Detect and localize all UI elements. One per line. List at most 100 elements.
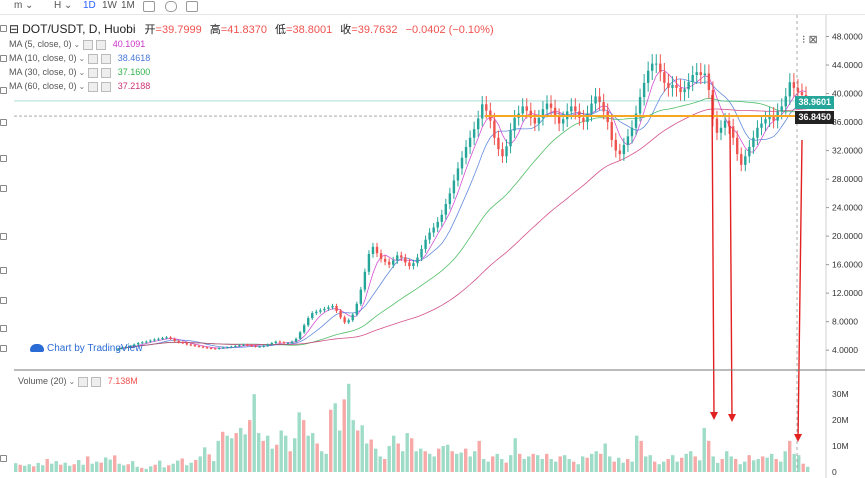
volume-bar (108, 459, 112, 472)
measure-tool-icon[interactable] (0, 297, 7, 304)
candle-body (468, 137, 472, 148)
collapse-icon[interactable]: ⊟ (9, 22, 20, 36)
volume-bar (450, 451, 454, 472)
volume-bar (369, 439, 373, 472)
y-tick-label: 20.0000 (832, 231, 863, 241)
y-tick-label: 8.0000 (832, 317, 858, 327)
candles (116, 54, 808, 351)
trendline-tool-icon[interactable] (0, 55, 7, 62)
volume-bar (302, 420, 306, 472)
ma30-legend[interactable]: MA (30, close, 0) ⌄ 37.1600 (9, 67, 151, 78)
eye-icon (88, 53, 99, 64)
volume-bar (594, 451, 598, 472)
magnet-tool-icon[interactable] (0, 345, 7, 352)
drawing-toolbar (0, 15, 7, 478)
candle-body (205, 347, 209, 349)
tradingview-watermark[interactable]: Chart by TradingView (30, 343, 142, 354)
candle-body (622, 144, 626, 155)
interval-week[interactable]: 1W (102, 0, 117, 11)
volume-bar (149, 466, 153, 472)
chart-legend: ⊟ DOT/USDT, D, Huobi 开=39.7999 高=41.8370… (9, 22, 499, 93)
candle-body (707, 73, 711, 90)
volume-bar (122, 465, 126, 472)
volume-bar (324, 453, 328, 472)
candle-body (533, 117, 537, 124)
ohlc-values: 开=39.7999 高=41.8370 低=38.8001 收=39.7632 … (144, 24, 494, 36)
volume-bar (54, 461, 58, 472)
candle-body (412, 263, 415, 267)
volume-bar (486, 461, 490, 472)
volume-bar (72, 464, 76, 472)
volume-bar (14, 463, 18, 472)
volume-bar (90, 463, 94, 472)
candle-body (141, 342, 144, 344)
scale-settings-icon[interactable]: ⁝ ⊠ (802, 34, 818, 46)
zoom-tool-icon[interactable] (0, 325, 7, 332)
interval-minutes[interactable]: m (14, 0, 23, 11)
screenshot-icon[interactable] (186, 1, 198, 12)
interval-day[interactable]: 1D (83, 0, 96, 11)
fib-tool-icon[interactable] (0, 87, 7, 94)
pattern-tool-icon[interactable] (0, 185, 7, 192)
lock-tool-icon[interactable] (0, 455, 7, 462)
candle-body (460, 157, 464, 169)
candle-body (561, 119, 565, 124)
text-tool-icon[interactable] (0, 155, 7, 162)
volume-bar (126, 464, 130, 472)
volume-bar (266, 435, 270, 472)
candle-body (614, 139, 617, 151)
candle-body (391, 260, 395, 265)
candle-body (570, 106, 573, 112)
candle-body (157, 338, 160, 340)
y-tick-label: 12.0000 (832, 288, 863, 298)
volume-bar (446, 444, 450, 472)
volume-bar (158, 460, 162, 472)
candle-body (343, 317, 346, 323)
volume-bar (720, 459, 724, 472)
candle-body (646, 70, 650, 83)
prediction-tool-icon[interactable] (0, 233, 7, 240)
cursor-tool-icon[interactable] (0, 25, 7, 32)
volume-bar (176, 460, 180, 472)
candle-body (476, 118, 480, 130)
candle-body (509, 130, 512, 147)
candle-body (278, 341, 282, 343)
candle-body (238, 345, 241, 347)
red-arrow-line (729, 125, 733, 421)
ma5-legend[interactable]: MA (5, close, 0) ⌄ 40.1091 (9, 39, 146, 50)
candle-body (266, 344, 269, 346)
close-icon (101, 67, 112, 78)
candle-body (497, 137, 500, 150)
volume-tick-label: 20M (832, 415, 849, 425)
volume-bar (689, 451, 693, 472)
ma10-legend[interactable]: MA (10, close, 0) ⌄ 38.4618 (9, 53, 151, 64)
interval-month[interactable]: 1M (121, 0, 135, 11)
candle-body (764, 119, 767, 124)
candle-body (185, 343, 189, 345)
volume-bar (702, 427, 706, 472)
caret-icon[interactable]: ⌄ (25, 0, 34, 11)
candle-body (230, 346, 233, 348)
candle-body (671, 85, 674, 88)
shape-tool-icon[interactable] (0, 267, 7, 274)
chart-type-icon[interactable] (143, 1, 155, 12)
volume-bar (477, 440, 481, 472)
interval-hour[interactable]: H (54, 0, 62, 11)
ma60-legend[interactable]: MA (60, close, 0) ⌄ 37.2188 (9, 81, 151, 92)
brush-tool-icon[interactable] (0, 119, 7, 126)
indicators-icon[interactable] (165, 1, 177, 12)
volume-bar (284, 435, 288, 472)
volume-bar (716, 462, 720, 472)
volume-bar (59, 464, 63, 472)
volume-bar (792, 453, 796, 472)
candle-body (727, 120, 731, 127)
volume-legend[interactable]: Volume (20) ⌄ 7.138M (18, 376, 138, 387)
volume-bar (437, 448, 441, 472)
candle-body (420, 248, 423, 258)
red-arrowhead (710, 412, 718, 420)
volume-bar (468, 456, 472, 472)
volume-bar (153, 464, 157, 472)
volume-bar (648, 455, 652, 472)
caret-icon[interactable]: ⌄ (64, 0, 73, 11)
